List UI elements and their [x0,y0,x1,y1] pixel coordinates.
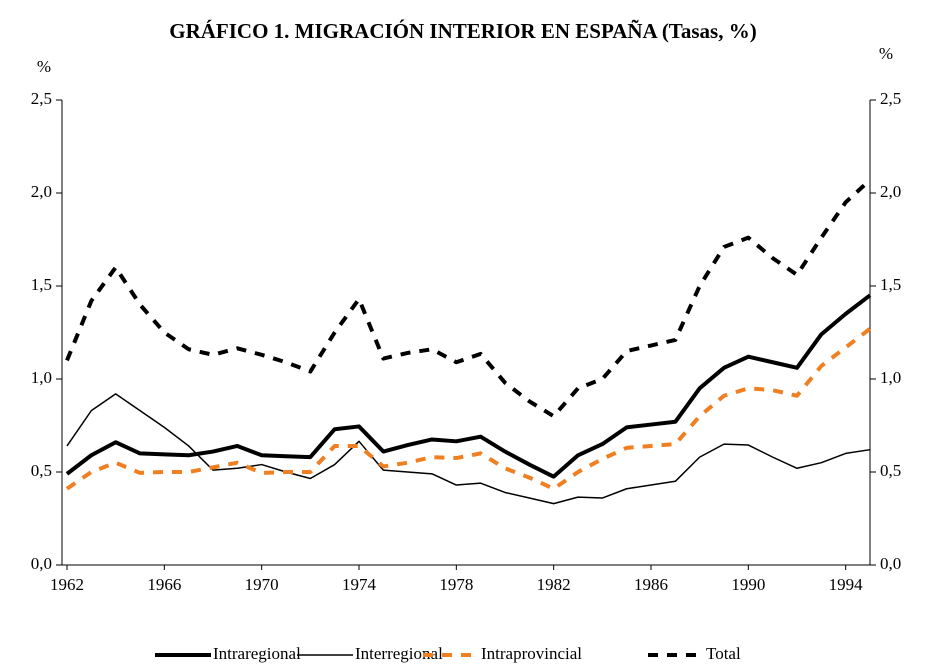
legend-label: Total [706,644,741,663]
series-line [66,393,871,505]
y2-tick-label: 0,5 [880,461,901,480]
y-tick-label: 2,0 [31,182,52,201]
x-tick-label: 1966 [147,575,181,594]
x-tick-label: 1982 [537,575,571,594]
series-line [65,293,872,479]
x-tick-label: 1970 [245,575,279,594]
series-line [65,327,872,491]
y2-tick-label: 1,0 [880,368,901,387]
legend-label: Intraregional [213,644,301,663]
y2-tick-label: 2,0 [880,182,901,201]
y2-tick-label: 1,5 [880,275,901,294]
y-tick-label: 0,5 [31,461,52,480]
y2-tick-label: 2,5 [880,89,901,108]
legend-label: Interregional [355,644,443,663]
x-tick-label: 1986 [634,575,668,594]
y-axis-label: % [37,57,51,76]
y-tick-label: 0,0 [31,554,52,573]
y2-axis-label: % [879,44,893,63]
x-tick-label: 1990 [731,575,765,594]
y-tick-label: 1,5 [31,275,52,294]
y2-tick-label: 0,0 [880,554,901,573]
series-line [65,178,872,419]
x-tick-label: 1974 [342,575,377,594]
x-tick-label: 1978 [439,575,473,594]
x-tick-label: 1962 [50,575,84,594]
y-tick-label: 1,0 [31,368,52,387]
legend-label: Intraprovincial [481,644,582,663]
y-tick-label: 2,5 [31,89,52,108]
x-tick-label: 1994 [829,575,864,594]
chart-title: GRÁFICO 1. MIGRACIÓN INTERIOR EN ESPAÑA … [169,19,756,43]
